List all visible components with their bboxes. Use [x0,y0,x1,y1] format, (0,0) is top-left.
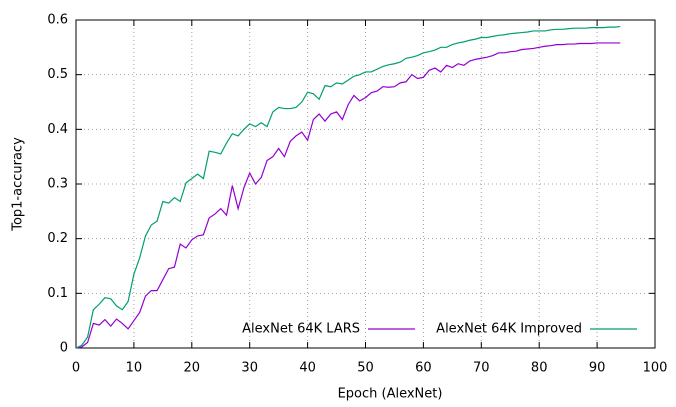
legend-label: AlexNet 64K LARS [242,322,360,337]
y-tick-label: 0 [60,341,68,356]
x-tick-label: 20 [184,361,201,376]
y-tick-label: 0.3 [47,177,68,192]
y-tick-label: 0.6 [47,13,68,28]
y-tick-label: 0.2 [47,231,68,246]
x-tick-label: 70 [473,361,490,376]
x-tick-label: 50 [357,361,374,376]
x-axis-label: Epoch (AlexNet) [338,387,443,402]
x-tick-label: 0 [72,361,80,376]
x-tick-label: 40 [299,361,316,376]
x-tick-label: 90 [589,361,606,376]
series-line [75,42,621,349]
x-tick-label: 10 [126,361,143,376]
y-tick-label: 0.5 [47,67,68,82]
legend-label: AlexNet 64K Improved [436,322,582,337]
x-tick-label: 100 [643,361,668,376]
y-tick-label: 0.4 [47,122,68,137]
plot-frame [75,19,656,349]
x-tick-label: 80 [531,361,548,376]
y-tick-label: 0.1 [47,286,68,301]
y-axis-label: Top1-accuracy [11,137,26,232]
x-tick-label: 60 [415,361,432,376]
x-tick-label: 30 [241,361,258,376]
series-line [75,25,621,349]
